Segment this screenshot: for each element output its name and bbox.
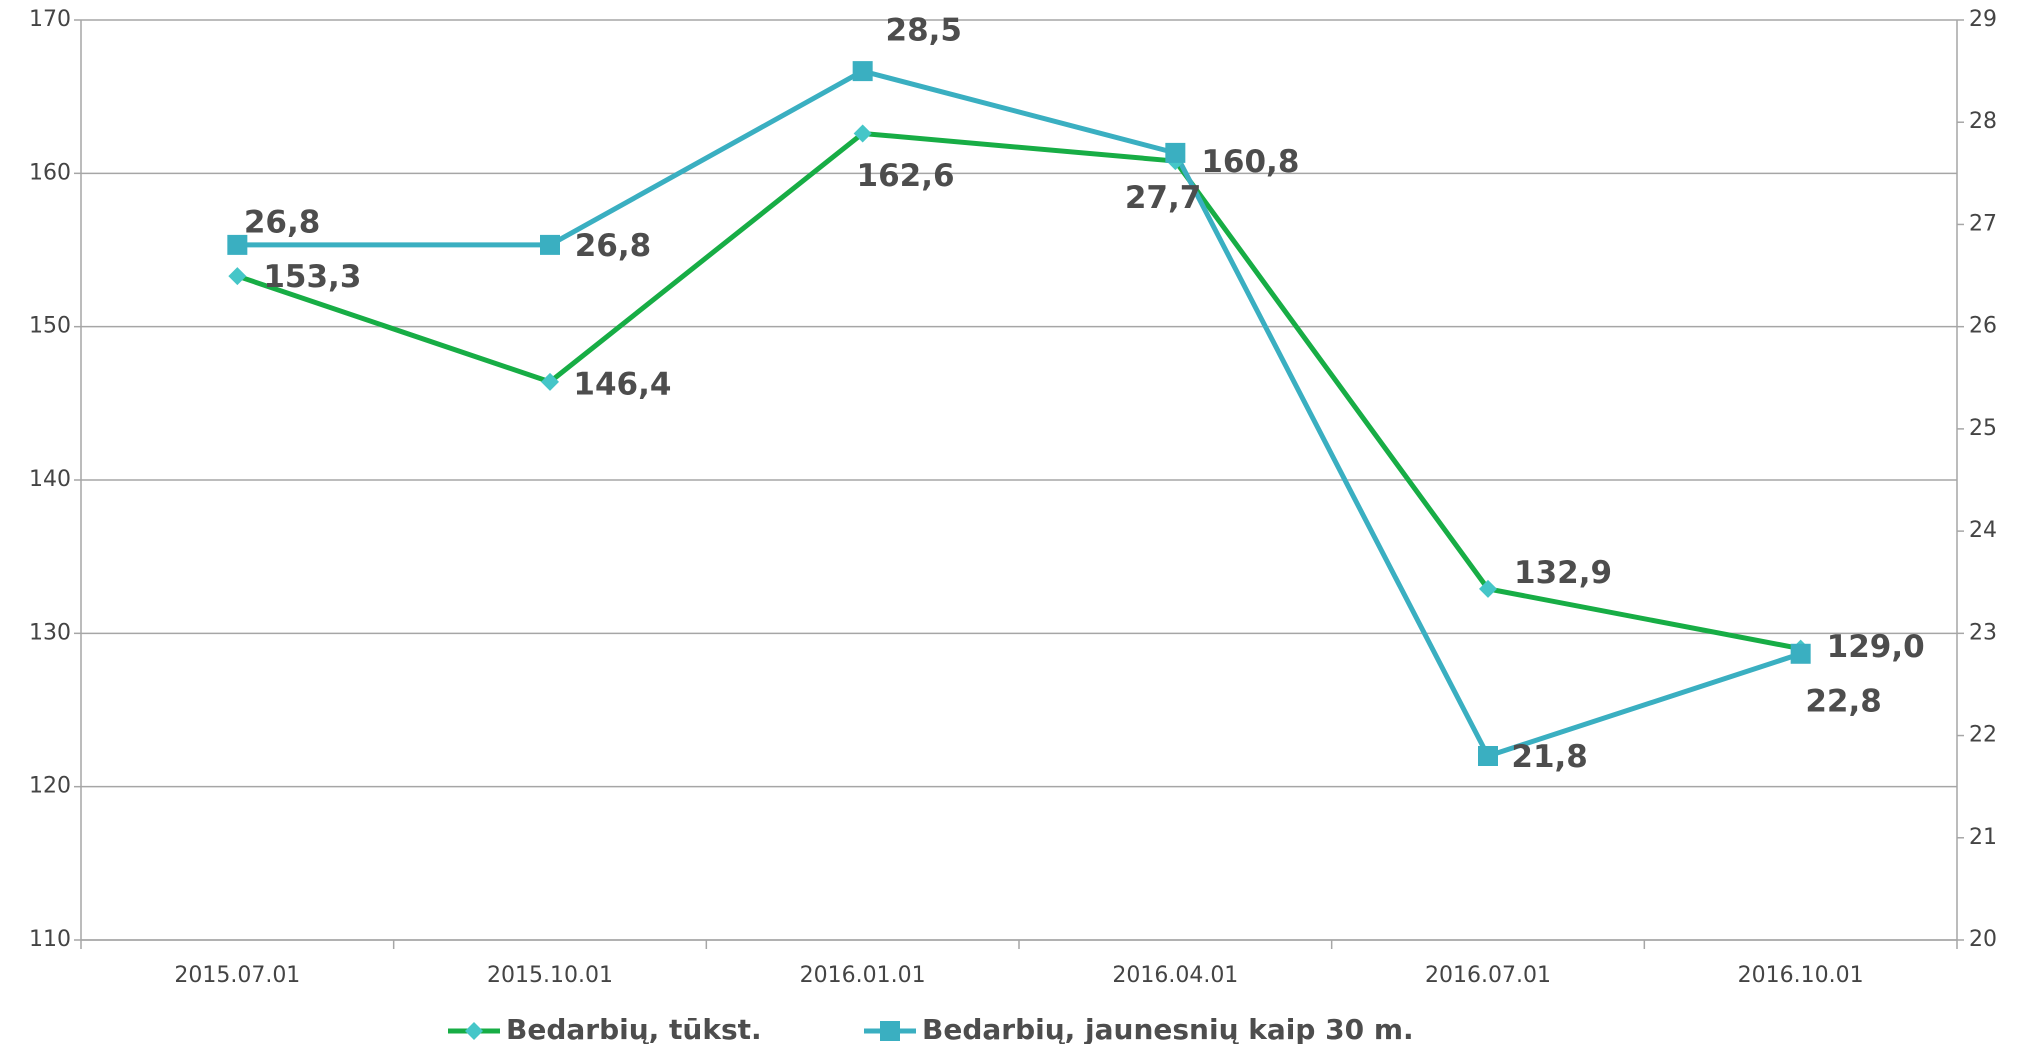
x-tick-label: 2016.01.01 (800, 963, 926, 988)
data-label: 146,4 (573, 366, 671, 402)
y-tick-label: 170 (29, 7, 71, 32)
x-tick-label: 2016.04.01 (1112, 963, 1238, 988)
y-tick-label: 150 (29, 314, 71, 339)
legend-label: Bedarbių, jaunesnių kaip 30 m. (922, 1013, 1414, 1044)
y2-tick-label: 24 (1969, 518, 1997, 543)
marker (1165, 142, 1186, 163)
y2-tick-label: 26 (1969, 314, 1997, 339)
y2-tick-label: 27 (1969, 211, 1997, 236)
x-tick-label: 2016.10.01 (1738, 963, 1864, 988)
y-tick-label: 160 (29, 160, 71, 185)
marker (540, 234, 560, 255)
x-tick-label: 2015.10.01 (487, 963, 613, 988)
marker (852, 61, 873, 82)
marker (880, 1021, 900, 1041)
legend-label: Bedarbių, tūkst. (506, 1013, 762, 1044)
data-label: 21,8 (1511, 739, 1588, 775)
data-label: 27,7 (1125, 180, 1202, 216)
y2-tick-label: 23 (1969, 620, 1997, 645)
series-line (236, 130, 1802, 652)
series-line (237, 68, 1802, 759)
marker (1479, 579, 1497, 598)
y2-tick-label: 25 (1969, 416, 1997, 441)
x-tick-label: 2015.07.01 (174, 963, 300, 988)
marker (541, 372, 559, 391)
data-label: 129,0 (1827, 629, 1925, 665)
marker (1790, 643, 1811, 664)
data-label: 160,8 (1201, 144, 1299, 180)
data-label: 22,8 (1805, 684, 1882, 720)
data-label: 26,8 (575, 228, 652, 264)
data-label: 132,9 (1514, 555, 1612, 591)
data-label: 153,3 (263, 259, 361, 295)
marker (227, 234, 248, 255)
y2-tick-label: 21 (1969, 825, 1997, 850)
marker (853, 124, 872, 143)
y2-tick-label: 28 (1969, 109, 1997, 134)
y2-tick-label: 20 (1969, 927, 1997, 952)
y-tick-label: 130 (29, 620, 71, 645)
marker (1478, 746, 1498, 766)
marker (465, 1022, 483, 1040)
y-tick-label: 110 (29, 927, 71, 952)
y2-tick-label: 22 (1969, 723, 1997, 748)
x-tick-label: 2016.07.01 (1425, 963, 1551, 988)
data-label: 28,5 (886, 13, 963, 49)
marker (228, 267, 247, 286)
data-label: 26,8 (244, 205, 320, 241)
y2-tick-label: 29 (1969, 7, 1997, 32)
y-tick-label: 140 (29, 467, 71, 492)
data-label: 162,6 (857, 158, 955, 194)
y-tick-label: 120 (29, 774, 71, 799)
